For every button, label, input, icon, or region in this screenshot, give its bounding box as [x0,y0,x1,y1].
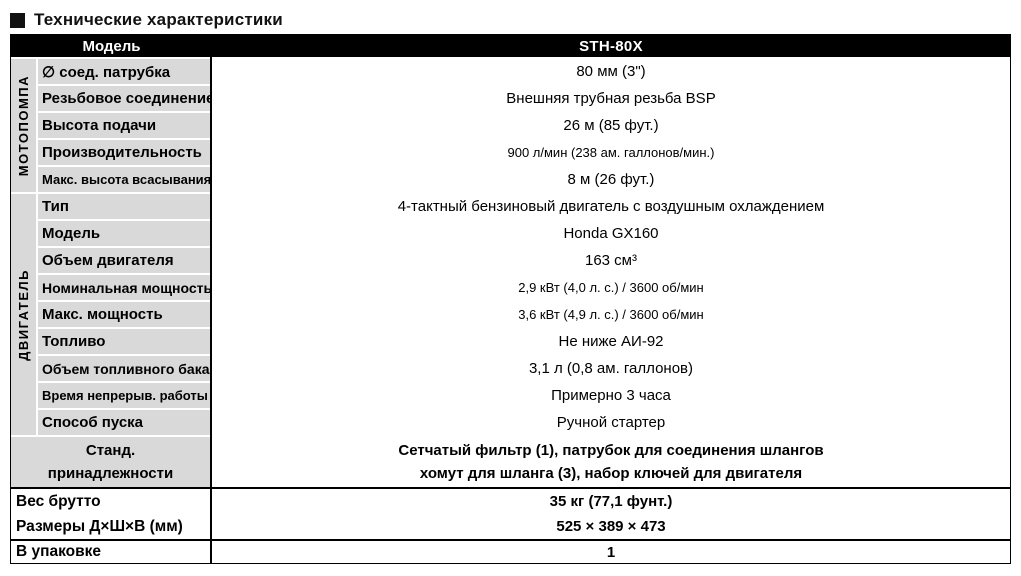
spec-row-value: 4-тактный бензиновый двигатель с воздушн… [397,198,825,215]
spec-row-label: Модель [38,221,210,246]
page-title: Технические характеристики [34,10,283,29]
spec-row-value: Внешняя трубная резьба BSP [506,90,716,107]
spec-row-label: Объем топливного бака [38,356,210,381]
spec-row-label: Производительность [38,140,210,165]
spec-row-value: 900 л/мин (238 ам. галлонов/мин.) [507,145,715,160]
spec-row: Резьбовое соединение Внешняя трубная рез… [38,86,1010,111]
spec-row-label: Время непрерыв. работы [38,383,210,408]
packaging-value: 1 [606,543,616,561]
spec-row: Модель Honda GX160 [38,221,1010,246]
spec-row: Макс. высота всасывания 8 м (26 фут.) [38,167,1010,192]
section-label: МОТОПОМПА [16,74,31,177]
separator-line [11,539,1010,541]
section-rows: ∅ соед. патрубка 80 мм (3") Резьбовое со… [38,59,1010,194]
spec-row-value: 26 м (85 фут.) [563,117,659,134]
spec-row: Высота подачи 26 м (85 фут.) [38,113,1010,138]
table-header-row: Модель STH-80X [11,35,1010,57]
shipping-row-label: Размеры Д×Ш×В (мм) [16,517,183,535]
accessories-value-line1: Сетчатый фильтр (1), патрубок для соедин… [398,442,824,459]
shipping-row-value: 525 × 389 × 473 [556,518,666,535]
spec-row: Производительность 900 л/мин (238 ам. га… [38,140,1010,165]
shipping-block: Вес брутто 35 кг (77,1 фунт.) Размеры Д×… [11,489,1010,539]
spec-row-value: 3,6 кВт (4,9 л. с.) / 3600 об/мин [518,307,704,322]
section-strip-motopompa: МОТОПОМПА [11,59,36,192]
section-strip-dvigatel: ДВИГАТЕЛЬ [11,194,36,435]
spec-row-label: Макс. высота всасывания [38,167,210,192]
spec-row-value: Honda GX160 [563,225,659,242]
spec-row-label: Объем двигателя [38,248,210,273]
section-label: ДВИГАТЕЛЬ [16,268,31,361]
shipping-row: Вес брутто 35 кг (77,1 фунт.) [11,489,1010,514]
spec-row-label: Топливо [38,329,210,354]
accessories-label-line2: принадлежности [47,465,174,482]
page-title-row: Технические характеристики [0,0,1021,30]
packaging-label: В упаковке [16,543,102,560]
shipping-row-value: 35 кг (77,1 фунт.) [549,493,673,510]
section-motopompa: МОТОПОМПА ∅ соед. патрубка 80 мм (3") Ре… [11,59,1010,194]
spec-row-value: 2,9 кВт (4,0 л. с.) / 3600 об/мин [518,280,704,295]
shipping-row: Размеры Д×Ш×В (мм) 525 × 389 × 473 [11,514,1010,539]
spec-row-label: Номинальная мощность [38,275,210,300]
spec-row: Тип 4-тактный бензиновый двигатель с воз… [38,194,1010,219]
spec-row-label: Способ пуска [38,410,210,435]
spec-row-label: ∅ соед. патрубка [38,59,210,84]
spec-row-value: 80 мм (3") [576,63,646,80]
spec-row: Топливо Не ниже АИ-92 [38,329,1010,354]
spec-row-value: Не ниже АИ-92 [558,333,664,350]
spec-row-value: Ручной стартер [556,414,666,431]
accessories-label-line1: Станд. [85,442,136,459]
spec-row-label: Высота подачи [38,113,210,138]
spec-row-label: Макс. мощность [38,302,210,327]
title-square-icon [10,12,25,28]
header-model-value: STH-80X [579,37,643,55]
separator-line [11,487,1010,489]
spec-row-label: Резьбовое соединение [38,86,210,111]
spec-row: Объем двигателя 163 см³ [38,248,1010,273]
section-rows: Тип 4-тактный бензиновый двигатель с воз… [38,194,1010,437]
accessories-value: Сетчатый фильтр (1), патрубок для соедин… [210,437,1010,487]
accessories-label: Станд. принадлежности [11,437,210,487]
spec-row-value: 8 м (26 фут.) [567,171,655,188]
spec-row: Макс. мощность 3,6 кВт (4,9 л. с.) / 360… [38,302,1010,327]
spec-row-value: 3,1 л (0,8 ам. галлонов) [528,360,694,377]
spec-row: Время непрерыв. работы Примерно 3 часа [38,383,1010,408]
accessories-value-line2: хомут для шланга (3), набор ключей для д… [419,465,803,482]
shipping-row-label: Вес брутто [16,492,101,510]
accessories-row: Станд. принадлежности Сетчатый фильтр (1… [11,437,1010,487]
spec-table: Модель STH-80X МОТОПОМПА ∅ соед. патрубк… [10,34,1011,564]
header-model-label: Модель [82,37,141,55]
packaging-row: В упаковке 1 [11,541,1010,563]
spec-row-value: Примерно 3 часа [551,387,671,404]
spec-row: Объем топливного бака 3,1 л (0,8 ам. гал… [38,356,1010,381]
spec-row: Номинальная мощность 2,9 кВт (4,0 л. с.)… [38,275,1010,300]
spec-row-value: 163 см³ [584,252,637,269]
spec-row: Способ пуска Ручной стартер [38,410,1010,435]
spec-row: ∅ соед. патрубка 80 мм (3") [38,59,1010,84]
section-dvigatel: ДВИГАТЕЛЬ Тип 4-тактный бензиновый двига… [11,194,1010,437]
spec-row-label: Тип [38,194,210,219]
